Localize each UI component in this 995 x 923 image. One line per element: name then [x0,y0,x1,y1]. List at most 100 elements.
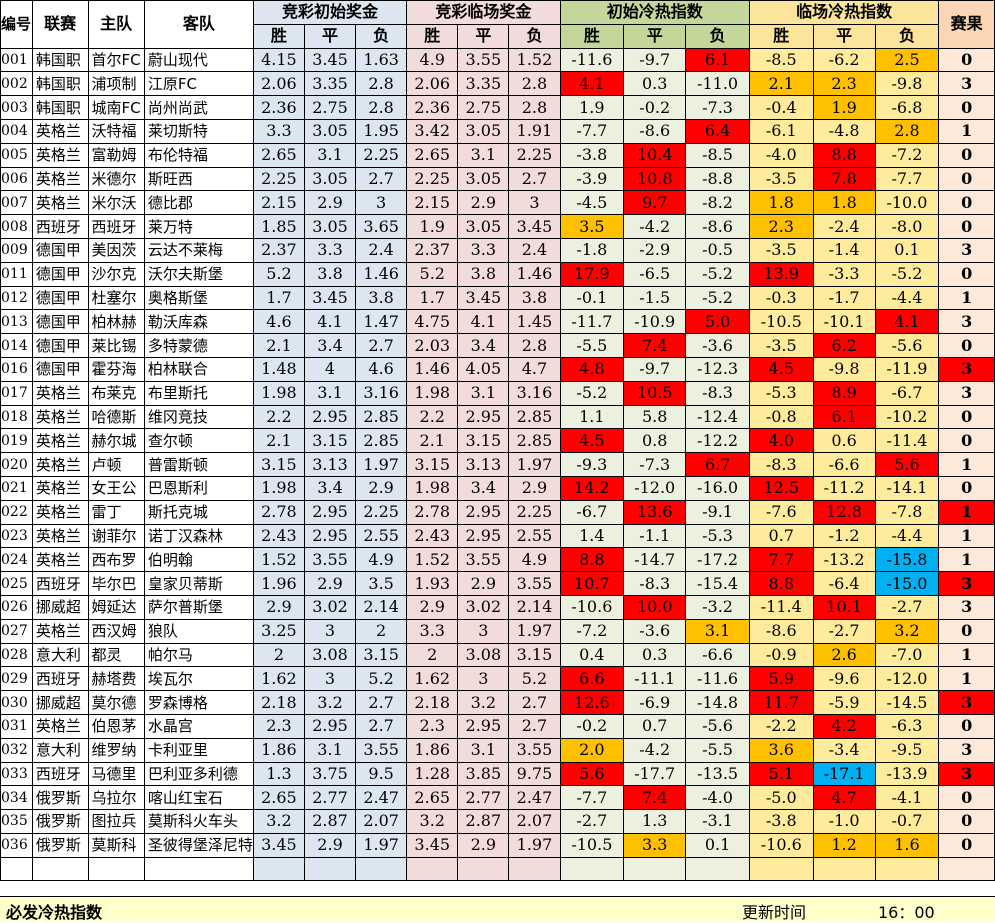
cell-initial-odds-win[interactable]: 2.18 [252,690,305,715]
cell-live-index-loss[interactable]: -6.7 [874,380,940,406]
cell-result[interactable]: 1 [938,452,995,477]
cell-home[interactable]: 毕尔巴 [87,571,145,596]
cell-initial-odds-draw[interactable]: 3.4 [303,475,357,501]
cell-league[interactable]: 西班牙 [31,666,89,692]
cell-league[interactable]: 韩国职 [31,71,89,97]
cell-initial-odds-draw[interactable]: 3.55 [303,547,357,573]
cell-home[interactable]: 莫尔德 [87,690,145,715]
cell-live-odds-loss[interactable]: 2.9 [508,475,561,501]
cell-initial-index-draw[interactable]: -12.0 [623,475,687,501]
cell-live-odds-draw[interactable]: 3.2 [457,690,510,715]
cell-live-index-win[interactable]: -7.6 [748,499,814,525]
cell-initial-index-loss[interactable]: -13.5 [685,761,750,787]
cell-id[interactable]: 036 [0,832,33,858]
empty-cell[interactable] [748,856,814,882]
cell-live-index-win[interactable]: -3.5 [748,166,814,192]
cell-live-index-win[interactable]: 5.9 [748,666,814,692]
cell-initial-odds-loss[interactable]: 3.8 [355,285,408,311]
cell-initial-odds-win[interactable]: 2.3 [252,713,305,739]
cell-initial-index-win[interactable]: 10.7 [559,571,625,596]
cell-live-odds-win[interactable]: 3.45 [406,832,459,858]
cell-live-odds-win[interactable]: 2.78 [406,499,459,525]
cell-live-odds-win[interactable]: 2.15 [406,190,459,216]
cell-league[interactable]: 英格兰 [31,523,89,549]
cell-id[interactable]: 013 [0,309,33,335]
cell-league[interactable]: 德国甲 [31,333,89,358]
cell-id[interactable]: 018 [0,404,33,430]
cell-live-odds-loss[interactable]: 1.91 [508,118,561,144]
cell-live-odds-win[interactable]: 2.2 [406,404,459,430]
cell-live-index-draw[interactable]: -6.4 [812,571,876,596]
cell-initial-index-win[interactable]: 4.1 [559,71,625,97]
cell-initial-odds-draw[interactable]: 3.45 [303,47,357,73]
cell-initial-odds-win[interactable]: 2.43 [252,523,305,549]
cell-live-index-draw[interactable]: 8.8 [812,142,876,168]
cell-initial-odds-win[interactable]: 1.85 [252,214,305,239]
cell-initial-odds-draw[interactable]: 3.4 [303,333,357,358]
cell-initial-odds-draw[interactable]: 2.77 [303,785,357,811]
cell-league[interactable]: 意大利 [31,642,89,668]
cell-live-index-draw[interactable]: -9.6 [812,666,876,692]
cell-id[interactable]: 017 [0,380,33,406]
cell-initial-odds-win[interactable]: 2.1 [252,333,305,358]
cell-initial-odds-loss[interactable]: 2.55 [355,523,408,549]
cell-initial-odds-draw[interactable]: 3.05 [303,214,357,239]
cell-live-odds-win[interactable]: 1.62 [406,666,459,692]
cell-initial-odds-win[interactable]: 1.98 [252,380,305,406]
cell-away[interactable]: 勒沃库森 [143,309,254,335]
cell-initial-index-win[interactable]: 3.5 [559,214,625,239]
update-time-label[interactable]: 更新时间 [742,903,807,922]
cell-home[interactable]: 女王公 [87,475,145,501]
cell-initial-index-draw[interactable]: 10.8 [623,166,687,192]
cell-initial-index-win[interactable]: -5.5 [559,333,625,358]
cell-id[interactable]: 028 [0,642,33,668]
cell-away[interactable]: 巴利亚多利德 [143,761,254,787]
cell-result[interactable]: 0 [938,142,995,168]
cell-league[interactable]: 英格兰 [31,499,89,525]
cell-initial-index-draw[interactable]: 1.3 [623,809,687,834]
cell-away[interactable]: 云达不莱梅 [143,237,254,263]
cell-live-index-win[interactable]: -6.1 [748,118,814,144]
cell-initial-index-loss[interactable]: -8.2 [685,190,750,216]
cell-live-index-draw[interactable]: -1.4 [812,237,876,263]
cell-result[interactable]: 0 [938,618,995,644]
header-ii-win[interactable]: 胜 [559,23,625,49]
cell-initial-index-loss[interactable]: -16.0 [685,475,750,501]
footer-title[interactable]: 必发冷热指数 [6,903,103,922]
cell-league[interactable]: 韩国职 [31,47,89,73]
empty-cell[interactable] [457,856,510,882]
cell-initial-odds-win[interactable]: 3.3 [252,118,305,144]
cell-league[interactable]: 德国甲 [31,261,89,287]
cell-live-index-loss[interactable]: -5.6 [874,333,940,358]
cell-result[interactable]: 0 [938,475,995,501]
cell-live-index-loss[interactable]: -14.1 [874,475,940,501]
cell-live-index-draw[interactable]: 4.2 [812,713,876,739]
cell-away[interactable]: 水晶宫 [143,713,254,739]
cell-live-odds-loss[interactable]: 2.7 [508,690,561,715]
cell-initial-index-draw[interactable]: 10.4 [623,142,687,168]
cell-initial-odds-draw[interactable]: 3.1 [303,142,357,168]
cell-initial-index-win[interactable]: -0.1 [559,285,625,311]
cell-live-index-draw[interactable]: -2.7 [812,618,876,644]
cell-result[interactable]: 3 [938,571,995,596]
cell-home[interactable]: 首尔FC [87,47,145,73]
cell-id[interactable]: 002 [0,71,33,97]
cell-initial-index-loss[interactable]: 5.0 [685,309,750,335]
cell-id[interactable]: 031 [0,713,33,739]
cell-away[interactable]: 罗森博格 [143,690,254,715]
header-result[interactable]: 赛果 [938,0,995,49]
cell-initial-index-loss[interactable]: -11.6 [685,666,750,692]
cell-initial-odds-win[interactable]: 4.15 [252,47,305,73]
cell-initial-index-draw[interactable]: -4.2 [623,737,687,763]
cell-live-odds-loss[interactable]: 3 [508,190,561,216]
cell-initial-index-loss[interactable]: -8.3 [685,380,750,406]
cell-initial-index-draw[interactable]: 10.0 [623,594,687,620]
cell-initial-index-win[interactable]: -0.2 [559,713,625,739]
cell-live-odds-loss[interactable]: 2.14 [508,594,561,620]
cell-live-index-win[interactable]: 4.0 [748,428,814,454]
cell-initial-index-win[interactable]: -1.8 [559,237,625,263]
cell-initial-index-draw[interactable]: -7.3 [623,452,687,477]
cell-live-odds-loss[interactable]: 3.16 [508,380,561,406]
cell-home[interactable]: 柏林赫 [87,309,145,335]
cell-initial-odds-win[interactable]: 1.3 [252,761,305,787]
